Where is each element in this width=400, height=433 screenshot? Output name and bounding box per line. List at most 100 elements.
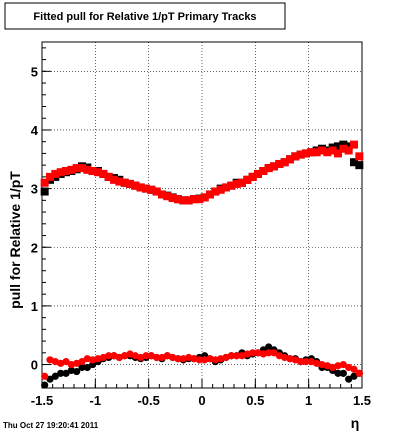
- data-point: [40, 187, 49, 196]
- data-point: [307, 148, 316, 157]
- data-point: [265, 349, 273, 357]
- data-point: [345, 375, 353, 383]
- data-point: [270, 162, 278, 171]
- data-point: [334, 369, 342, 377]
- x-tick-label: -1.5: [31, 393, 53, 408]
- data-point: [105, 352, 113, 360]
- data-point: [62, 167, 70, 176]
- data-point: [72, 164, 81, 173]
- x-axis-label: η: [351, 415, 360, 431]
- data-point: [323, 148, 332, 157]
- data-point: [142, 352, 150, 360]
- x-tick-labels: -1.5 -1 -0.5 0 0.5 1 1.5: [31, 393, 371, 408]
- data-point: [334, 149, 342, 158]
- data-point: [126, 179, 134, 188]
- data-point: [78, 358, 86, 366]
- data-point: [216, 185, 225, 194]
- y-tick-label: 1: [31, 299, 38, 314]
- data-point: [238, 178, 246, 187]
- data-point: [200, 193, 209, 202]
- data-point: [280, 158, 289, 167]
- data-point: [339, 140, 348, 149]
- title-box: Fitted pull for Relative 1/pT Primary Tr…: [4, 2, 286, 30]
- data-point: [190, 195, 198, 204]
- data-point: [153, 353, 161, 362]
- data-point: [83, 165, 92, 174]
- data-point: [339, 144, 348, 153]
- data-point: [227, 181, 236, 190]
- data-point: [355, 152, 364, 161]
- data-point: [270, 349, 278, 357]
- data-point: [158, 190, 166, 199]
- y-axis-label: pull for Relative 1/pT: [7, 171, 23, 309]
- data-point: [99, 169, 108, 178]
- y-tick-label: 4: [31, 123, 39, 138]
- data-point: [302, 358, 310, 366]
- data-point: [67, 165, 76, 174]
- data-point: [350, 365, 358, 373]
- data-point: [302, 149, 310, 158]
- data-point: [249, 349, 257, 357]
- data-point: [41, 372, 49, 380]
- data-point: [136, 183, 145, 192]
- data-point: [51, 372, 59, 380]
- data-point: [291, 152, 300, 161]
- data-point: [254, 169, 262, 178]
- data-point: [227, 352, 235, 360]
- data-point: [339, 369, 347, 377]
- data-point: [248, 172, 257, 181]
- data-point: [56, 168, 65, 177]
- data-point: [264, 164, 273, 173]
- y-tick-label: 3: [31, 182, 38, 197]
- data-point: [243, 175, 252, 184]
- data-point: [131, 181, 140, 190]
- y-tick-label: 5: [31, 64, 38, 79]
- data-point: [83, 363, 91, 372]
- data-point: [78, 164, 86, 173]
- data-point: [195, 356, 203, 364]
- data-point: [78, 363, 86, 372]
- data-point: [286, 155, 294, 164]
- data-point: [57, 369, 65, 377]
- data-point: [152, 187, 161, 196]
- data-point: [232, 179, 241, 188]
- data-point: [206, 190, 214, 199]
- data-point: [233, 352, 241, 360]
- data-point: [51, 169, 60, 178]
- data-point: [334, 142, 342, 151]
- data-point: [115, 177, 124, 186]
- data-point: [350, 158, 358, 167]
- x-tick-label: 1: [305, 393, 312, 408]
- data-point: [94, 168, 102, 177]
- data-marks: [40, 140, 364, 389]
- data-point: [350, 372, 358, 380]
- x-tick-label: -0.5: [137, 393, 159, 408]
- data-point: [41, 381, 49, 389]
- x-tick-label: 1.5: [353, 393, 371, 408]
- data-point: [62, 369, 70, 377]
- data-point: [275, 159, 284, 168]
- data-point: [40, 178, 49, 187]
- data-point: [344, 146, 353, 155]
- data-point: [163, 192, 172, 201]
- data-point: [259, 167, 268, 176]
- data-point: [195, 195, 204, 204]
- data-point: [147, 185, 156, 194]
- data-point: [318, 146, 326, 155]
- data-point: [104, 172, 113, 181]
- data-point: [62, 358, 70, 366]
- data-point: [297, 358, 305, 366]
- x-tick-label: 0.5: [246, 393, 264, 408]
- y-tick-label: 2: [31, 240, 38, 255]
- data-point: [355, 161, 364, 170]
- data-point: [73, 367, 81, 376]
- data-point: [328, 146, 337, 155]
- data-point: [265, 343, 273, 351]
- data-point: [350, 140, 358, 149]
- y-tick-label: 0: [31, 358, 38, 373]
- data-point: [168, 193, 177, 202]
- chart-title: Fitted pull for Relative 1/pT Primary Tr…: [33, 11, 256, 23]
- data-point: [339, 360, 347, 369]
- data-point: [312, 148, 321, 157]
